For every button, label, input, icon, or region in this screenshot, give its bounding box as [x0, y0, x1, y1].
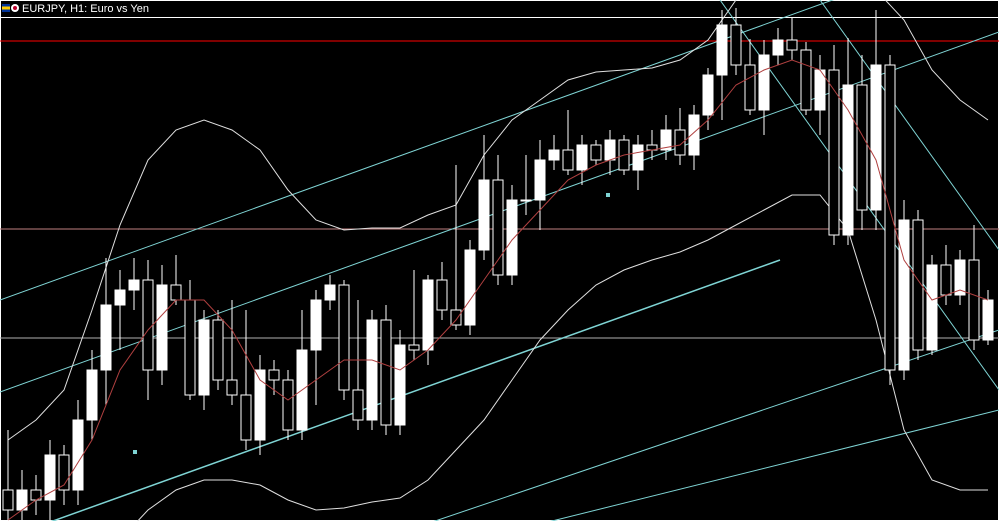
chart-title: EURJPY, H1: Euro vs Yen: [22, 3, 149, 15]
chart-canvas[interactable]: [0, 0, 999, 521]
symbol-flag-icons: [2, 4, 19, 12]
chart-container[interactable]: EURJPY, H1: Euro vs Yen: [0, 0, 999, 521]
